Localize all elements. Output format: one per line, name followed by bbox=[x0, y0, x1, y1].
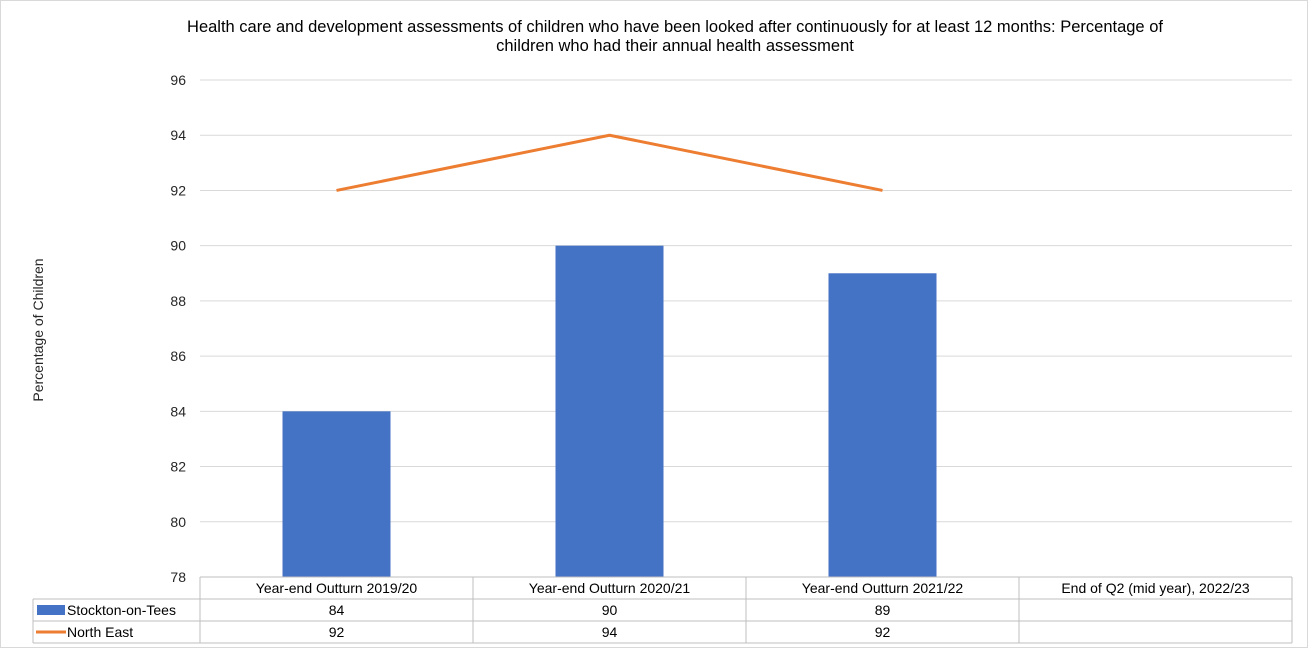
chart-title: Health care and development assessments … bbox=[187, 18, 1163, 55]
x-tick-label: Year-end Outturn 2021/22 bbox=[802, 580, 964, 596]
y-tick-label: 78 bbox=[170, 569, 186, 585]
legend-key-stockton-on-tees bbox=[37, 605, 65, 615]
data-label-north-east: 92 bbox=[329, 624, 345, 640]
y-tick-label: 90 bbox=[170, 238, 186, 254]
y-tick-label: 88 bbox=[170, 293, 186, 309]
x-tick-label: Year-end Outturn 2019/20 bbox=[256, 580, 418, 596]
legend-label-north-east: North East bbox=[67, 624, 133, 640]
y-tick-label: 94 bbox=[170, 127, 186, 143]
y-tick-label: 86 bbox=[170, 348, 186, 364]
y-tick-label: 92 bbox=[170, 182, 186, 198]
data-label-stockton-on-tees: 84 bbox=[329, 602, 345, 618]
legend-label-stockton-on-tees: Stockton-on-Tees bbox=[67, 602, 176, 618]
x-tick-label: Year-end Outturn 2020/21 bbox=[529, 580, 691, 596]
bar-stockton-on-tees bbox=[828, 273, 937, 577]
x-tick-label: End of Q2 (mid year), 2022/23 bbox=[1061, 580, 1250, 596]
y-tick-label: 96 bbox=[170, 72, 186, 88]
data-label-stockton-on-tees: 90 bbox=[602, 602, 618, 618]
y-tick-label: 80 bbox=[170, 514, 186, 530]
bar-stockton-on-tees bbox=[282, 411, 391, 577]
data-label-stockton-on-tees: 89 bbox=[875, 602, 891, 618]
bar-stockton-on-tees bbox=[555, 245, 664, 577]
y-tick-label: 82 bbox=[170, 459, 186, 475]
data-label-north-east: 94 bbox=[602, 624, 618, 640]
data-label-north-east: 92 bbox=[875, 624, 891, 640]
line-north-east bbox=[336, 133, 883, 192]
y-tick-label: 84 bbox=[170, 403, 186, 419]
